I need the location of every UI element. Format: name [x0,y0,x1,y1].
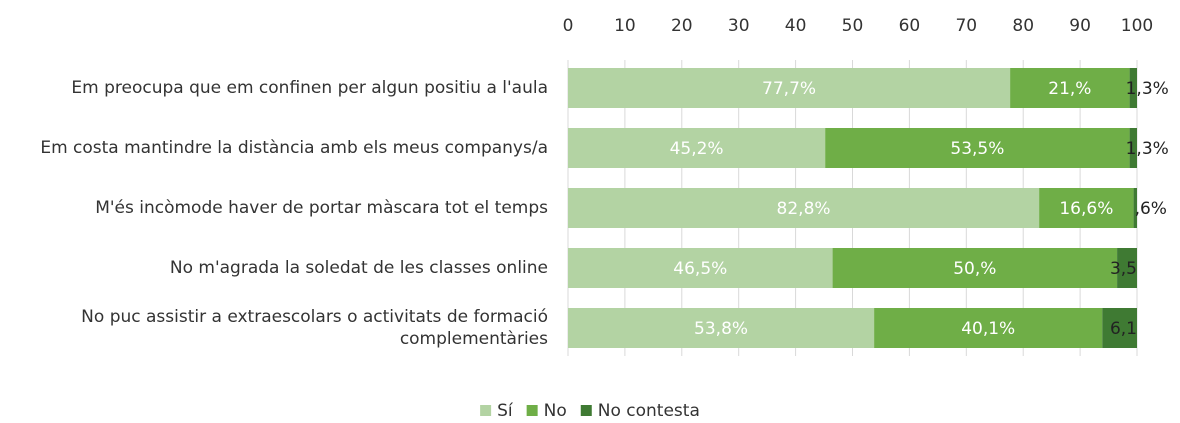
category-label: Em costa mantindre la distància amb els … [40,138,548,158]
bar-segment [1117,248,1137,288]
x-tick-label: 20 [671,16,693,36]
legend-swatch [480,405,492,416]
x-tick-label: 70 [955,16,977,36]
bar-segment [832,248,1118,288]
value-label: 21,% [1048,79,1091,99]
value-label: ,6% [1135,199,1167,219]
bar-segment [568,128,826,168]
value-label: 50,% [953,259,996,279]
value-label: 45,2% [670,139,724,159]
x-tick-label: 40 [785,16,807,36]
x-tick-label: 80 [1012,16,1034,36]
bar-segment [568,248,833,288]
x-tick-label: 60 [899,16,921,36]
x-tick-label: 90 [1069,16,1091,36]
bar-segment [1039,188,1134,228]
value-label: 77,7% [762,79,816,99]
value-label: 6,1 [1110,319,1137,339]
legend-label: Sí [497,401,514,421]
category-label: Em preocupa que em confinen per algun po… [71,78,548,98]
x-tick-label: 30 [728,16,750,36]
x-tick-label: 50 [842,16,864,36]
bar-segment [568,68,1011,108]
bar-segment [1102,308,1137,348]
bar-segment [1010,68,1130,108]
category-label: No puc assistir a extraescolars o activi… [81,307,548,349]
bar-segment [1129,128,1137,168]
bar-segment [568,308,875,348]
x-tick-label: 10 [614,16,636,36]
value-label: 82,8% [777,199,831,219]
category-label: No m'agrada la soledat de les classes on… [170,258,548,278]
x-tick-label: 0 [563,16,574,36]
value-label: 46,5% [673,259,727,279]
value-label: 16,6% [1059,199,1113,219]
value-label: 3,5 [1110,259,1137,279]
category-label: M'és incòmode haver de portar màscara to… [95,198,548,218]
value-label: 40,1% [961,319,1015,339]
value-label: 1,3% [1126,79,1169,99]
bar-segment [1133,188,1137,228]
value-label: 53,5% [950,139,1004,159]
bar-segment [825,128,1130,168]
x-tick-label: 100 [1121,16,1153,36]
legend-swatch [580,405,592,416]
legend-swatch [526,405,538,416]
bar-segment [1129,68,1137,108]
value-label: 1,3% [1126,139,1169,159]
bar-segment [568,188,1040,228]
legend: Sí No No contesta [480,401,700,421]
bar-segment [874,308,1103,348]
legend-label: No contesta [598,401,700,421]
value-label: 53,8% [694,319,748,339]
legend-label: No [544,401,567,421]
